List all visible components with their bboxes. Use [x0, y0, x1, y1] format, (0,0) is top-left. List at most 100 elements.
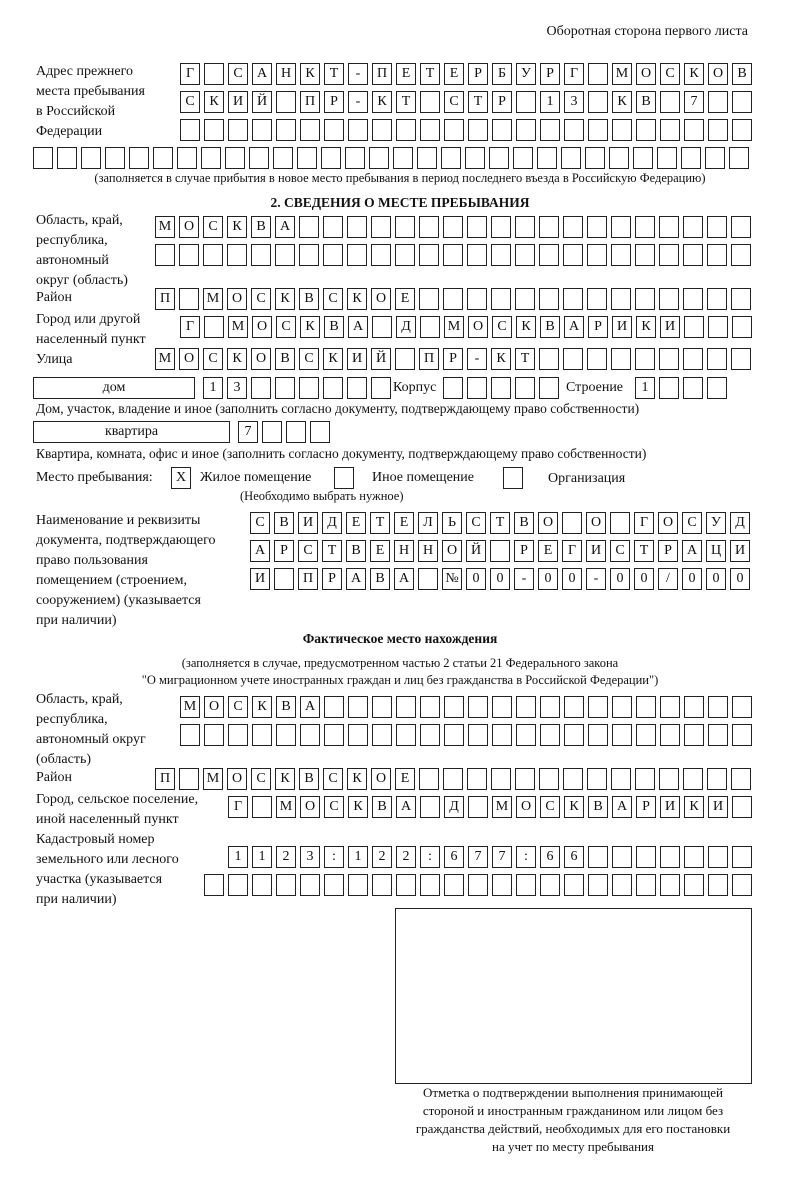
- letter-box[interactable]: [516, 696, 536, 718]
- letter-box[interactable]: -: [348, 63, 368, 85]
- letter-box[interactable]: [516, 724, 536, 746]
- letter-box[interactable]: 3: [227, 377, 247, 399]
- letter-box[interactable]: [683, 348, 703, 370]
- letter-box[interactable]: [418, 568, 438, 590]
- letter-box[interactable]: [395, 244, 415, 266]
- letter-box[interactable]: В: [299, 288, 319, 310]
- letter-box[interactable]: Р: [514, 540, 534, 562]
- letter-box[interactable]: 0: [730, 568, 750, 590]
- letter-box[interactable]: В: [346, 540, 366, 562]
- letter-box[interactable]: О: [442, 540, 462, 562]
- letter-box[interactable]: [492, 696, 512, 718]
- letter-box[interactable]: [491, 216, 511, 238]
- letter-box[interactable]: [468, 119, 488, 141]
- letter-box[interactable]: :: [516, 846, 536, 868]
- letter-box[interactable]: О: [586, 512, 606, 534]
- letter-box[interactable]: 2: [372, 846, 392, 868]
- letter-box[interactable]: [683, 288, 703, 310]
- letter-box[interactable]: К: [636, 316, 656, 338]
- letter-box[interactable]: Р: [322, 568, 342, 590]
- letter-box[interactable]: Е: [395, 288, 415, 310]
- letter-box[interactable]: М: [276, 796, 296, 818]
- letter-box[interactable]: С: [251, 288, 271, 310]
- letter-box[interactable]: [660, 119, 680, 141]
- letter-box[interactable]: [204, 63, 224, 85]
- letter-box[interactable]: [348, 696, 368, 718]
- cadastre-row-2[interactable]: [204, 874, 752, 896]
- letter-box[interactable]: [468, 796, 488, 818]
- letter-box[interactable]: [585, 147, 605, 169]
- letter-box[interactable]: В: [370, 568, 390, 590]
- letter-box[interactable]: П: [419, 348, 439, 370]
- letter-box[interactable]: [33, 147, 53, 169]
- letter-box[interactable]: М: [203, 288, 223, 310]
- letter-box[interactable]: [588, 63, 608, 85]
- letter-box[interactable]: [684, 696, 704, 718]
- letter-box[interactable]: О: [179, 216, 199, 238]
- letter-box[interactable]: А: [394, 568, 414, 590]
- letter-box[interactable]: [417, 147, 437, 169]
- letter-box[interactable]: К: [347, 768, 367, 790]
- letter-box[interactable]: Т: [370, 512, 390, 534]
- letter-box[interactable]: О: [227, 768, 247, 790]
- letter-box[interactable]: [348, 724, 368, 746]
- letter-box[interactable]: [204, 119, 224, 141]
- letter-box[interactable]: И: [228, 91, 248, 113]
- letter-box[interactable]: В: [588, 796, 608, 818]
- letter-box[interactable]: И: [730, 540, 750, 562]
- letter-box[interactable]: В: [299, 768, 319, 790]
- letter-box[interactable]: [372, 316, 392, 338]
- letter-box[interactable]: [684, 846, 704, 868]
- letter-box[interactable]: К: [204, 91, 224, 113]
- letter-box[interactable]: О: [227, 288, 247, 310]
- letter-box[interactable]: [467, 377, 487, 399]
- letter-box[interactable]: И: [586, 540, 606, 562]
- letter-box[interactable]: Е: [394, 512, 414, 534]
- letter-box[interactable]: И: [660, 316, 680, 338]
- house-type-field[interactable]: дом: [33, 377, 195, 399]
- letter-box[interactable]: А: [252, 63, 272, 85]
- letter-box[interactable]: [419, 216, 439, 238]
- letter-box[interactable]: О: [538, 512, 558, 534]
- letter-box[interactable]: [201, 147, 221, 169]
- letter-box[interactable]: [177, 147, 197, 169]
- letter-box[interactable]: [660, 696, 680, 718]
- letter-box[interactable]: К: [684, 796, 704, 818]
- letter-box[interactable]: Г: [564, 63, 584, 85]
- letter-box[interactable]: [708, 724, 728, 746]
- letter-box[interactable]: [297, 147, 317, 169]
- letter-box[interactable]: [708, 119, 728, 141]
- letter-box[interactable]: [660, 874, 680, 896]
- letter-box[interactable]: Г: [634, 512, 654, 534]
- letter-box[interactable]: [372, 724, 392, 746]
- flat-type-field[interactable]: квартира: [33, 421, 230, 443]
- letter-box[interactable]: 1: [203, 377, 223, 399]
- letter-box[interactable]: В: [324, 316, 344, 338]
- letter-box[interactable]: [515, 377, 535, 399]
- letter-box[interactable]: [657, 147, 677, 169]
- stroenie-row[interactable]: 1: [635, 377, 727, 399]
- letter-box[interactable]: М: [612, 63, 632, 85]
- letter-box[interactable]: [587, 288, 607, 310]
- letter-box[interactable]: [299, 216, 319, 238]
- letter-box[interactable]: [204, 316, 224, 338]
- letter-box[interactable]: А: [564, 316, 584, 338]
- letter-box[interactable]: К: [612, 91, 632, 113]
- letter-box[interactable]: [659, 288, 679, 310]
- letter-box[interactable]: Е: [396, 63, 416, 85]
- letter-box[interactable]: [539, 377, 559, 399]
- flat-number-row[interactable]: 7: [238, 421, 330, 443]
- letter-box[interactable]: М: [155, 348, 175, 370]
- letter-box[interactable]: Р: [324, 91, 344, 113]
- letter-box[interactable]: [659, 348, 679, 370]
- letter-box[interactable]: [300, 119, 320, 141]
